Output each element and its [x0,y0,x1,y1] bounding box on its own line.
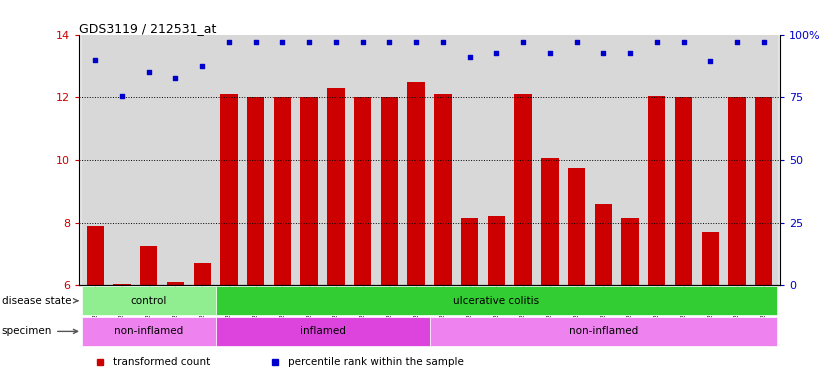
Point [623,50,636,56]
Point [570,39,583,45]
Bar [675,97,692,285]
Bar [87,226,104,285]
Point [142,69,155,75]
Bar [380,97,398,285]
Point [329,39,343,45]
Point [704,58,717,64]
Bar [162,35,188,285]
Bar [515,94,532,285]
Point [223,39,236,45]
Bar [643,35,671,285]
Text: non-inflamed: non-inflamed [569,326,638,336]
Bar [728,97,746,285]
Text: transformed count: transformed count [113,357,210,367]
Point [249,39,263,45]
Bar [216,317,430,346]
Point [436,39,450,45]
Point [651,39,664,45]
Bar [140,246,158,285]
Point [677,39,691,45]
Bar [621,218,639,285]
Point [596,50,610,56]
Bar [648,96,666,285]
Bar [430,317,777,346]
Bar [456,35,483,285]
Bar [541,159,559,285]
Bar [616,35,643,285]
Point [115,93,128,99]
Bar [488,217,505,285]
Bar [483,35,510,285]
Bar [113,284,131,285]
Point [490,50,503,56]
Bar [327,88,344,285]
Bar [751,35,777,285]
Bar [220,94,238,285]
Bar [82,35,108,285]
Text: inflamed: inflamed [299,326,345,336]
Text: percentile rank within the sample: percentile rank within the sample [288,357,464,367]
Bar [243,35,269,285]
Point [276,39,289,45]
Bar [435,94,451,285]
Bar [274,97,291,285]
Bar [671,35,697,285]
Point [463,53,476,60]
Bar [296,35,323,285]
Point [88,56,102,63]
Point [168,75,182,81]
Bar [135,35,162,285]
Text: control: control [131,296,167,306]
Bar [376,35,403,285]
Bar [403,35,430,285]
Bar [108,35,135,285]
Bar [193,263,211,285]
Bar [188,35,216,285]
Point [731,39,744,45]
Point [757,39,771,45]
Bar [430,35,456,285]
Bar [724,35,751,285]
Bar [167,282,184,285]
Text: non-inflamed: non-inflamed [114,326,183,336]
Point [409,39,423,45]
Bar [563,35,590,285]
Bar [269,35,296,285]
Bar [590,35,616,285]
Bar [536,35,563,285]
Bar [216,35,243,285]
Bar [354,97,371,285]
Bar [510,35,536,285]
Bar [595,204,612,285]
Bar [247,97,264,285]
Bar [408,81,425,285]
Bar [461,218,479,285]
Bar [349,35,376,285]
Bar [300,97,318,285]
Point [195,63,208,69]
Text: specimen: specimen [2,326,78,336]
Bar [323,35,349,285]
Point [383,39,396,45]
Text: disease state: disease state [2,296,78,306]
Bar [697,35,724,285]
Text: GDS3119 / 212531_at: GDS3119 / 212531_at [79,22,217,35]
Bar [755,97,772,285]
Bar [701,232,719,285]
Bar [216,286,777,315]
Bar [82,286,216,315]
Point [303,39,316,45]
Point [516,39,530,45]
Bar [82,317,216,346]
Point [543,50,556,56]
Text: ulcerative colitis: ulcerative colitis [454,296,540,306]
Point [356,39,369,45]
Bar [568,168,585,285]
